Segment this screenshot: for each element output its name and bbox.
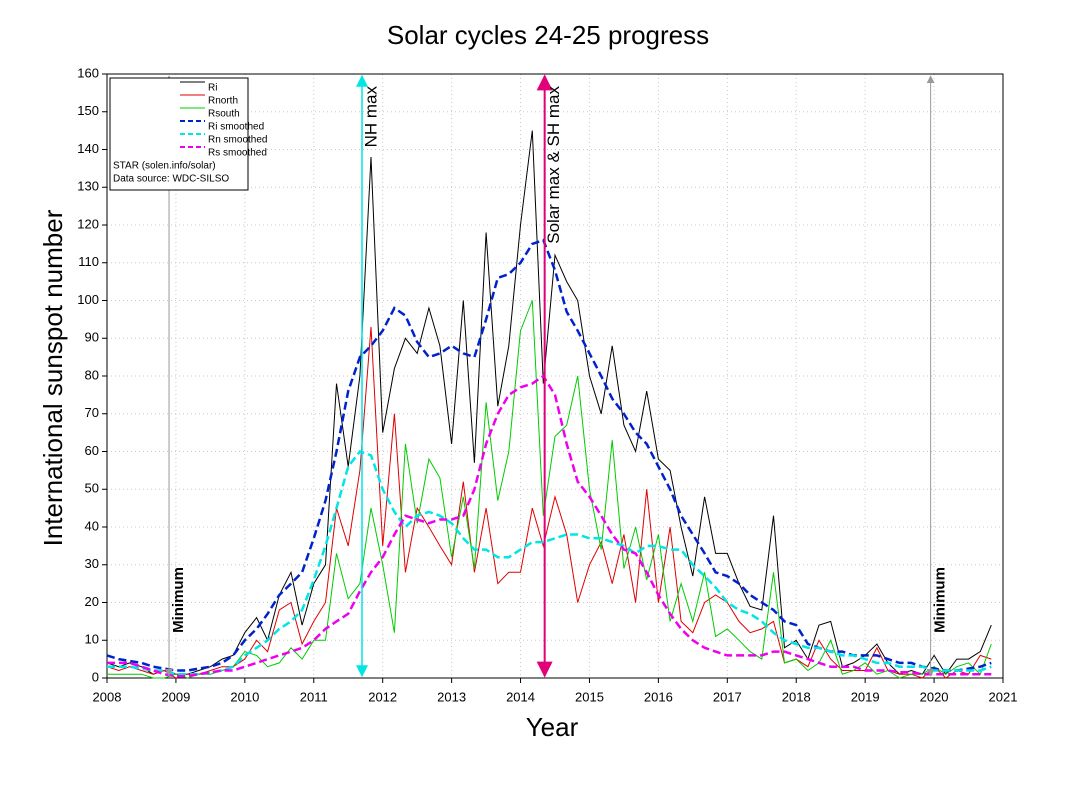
- legend-box: [109, 77, 249, 191]
- y-tick-label: 80: [85, 367, 99, 382]
- y-tick-label: 0: [92, 669, 99, 684]
- x-tick-label: 2009: [161, 689, 190, 704]
- x-tick-label: 2013: [437, 689, 466, 704]
- x-tick-label: 2014: [506, 689, 535, 704]
- y-tick-label: 130: [77, 179, 99, 194]
- legend: Ri Rnorth Rsouth Ri smoothed Rn smoothed Rs s…: [109, 77, 267, 191]
- y-tick-label: 150: [77, 103, 99, 118]
- legend-label: Rsouth: [208, 109, 240, 120]
- x-tick-label: 2021: [989, 689, 1018, 704]
- x-tick-label: 2018: [782, 689, 811, 704]
- x-tick-label: 2010: [230, 689, 259, 704]
- annotation-label: Minimum: [932, 567, 949, 633]
- x-tick-label: 2019: [851, 689, 880, 704]
- legend-label: Ri smoothed: [208, 122, 264, 133]
- y-tick-label: 50: [85, 481, 99, 496]
- legend-note: Data source: WDC-SILSO: [113, 174, 229, 185]
- y-tick-label: 90: [85, 330, 99, 345]
- annotation-label: Solar max & SH max: [544, 86, 563, 244]
- x-axis-label: Year: [526, 712, 579, 742]
- y-tick-label: 70: [85, 405, 99, 420]
- y-axis-label: International sunspot number: [38, 209, 68, 546]
- y-tick-label: 110: [78, 254, 99, 269]
- y-tick-label: 30: [85, 556, 99, 571]
- y-tick-label: 60: [85, 443, 99, 458]
- y-tick-label: 20: [85, 594, 99, 609]
- x-tick-label: 2008: [93, 689, 122, 704]
- y-tick-label: 10: [85, 632, 99, 647]
- legend-note: STAR (solen.info/solar): [113, 161, 216, 172]
- legend-label: Ri: [208, 83, 217, 94]
- y-tick-label: 120: [77, 216, 99, 231]
- y-tick-label: 160: [77, 65, 99, 80]
- annotation-label: NH max: [361, 86, 380, 148]
- x-tick-label: 2011: [300, 689, 328, 704]
- x-tick-label: 2015: [575, 689, 604, 704]
- legend-label: Rs smoothed: [208, 148, 267, 159]
- chart-title: Solar cycles 24-25 progress: [387, 20, 709, 50]
- x-tick-label: 2017: [713, 689, 742, 704]
- annotation-label: Minimum: [170, 567, 187, 633]
- y-tick-label: 40: [85, 518, 99, 533]
- y-tick-label: 100: [77, 292, 99, 307]
- x-tick-label: 2012: [368, 689, 397, 704]
- legend-label: Rnorth: [208, 96, 238, 107]
- x-tick-label: 2016: [644, 689, 673, 704]
- x-tick-label: 2020: [920, 689, 949, 704]
- plot-frame: [106, 73, 1004, 679]
- legend-label: Rn smoothed: [208, 135, 267, 146]
- y-tick-label: 140: [77, 141, 99, 156]
